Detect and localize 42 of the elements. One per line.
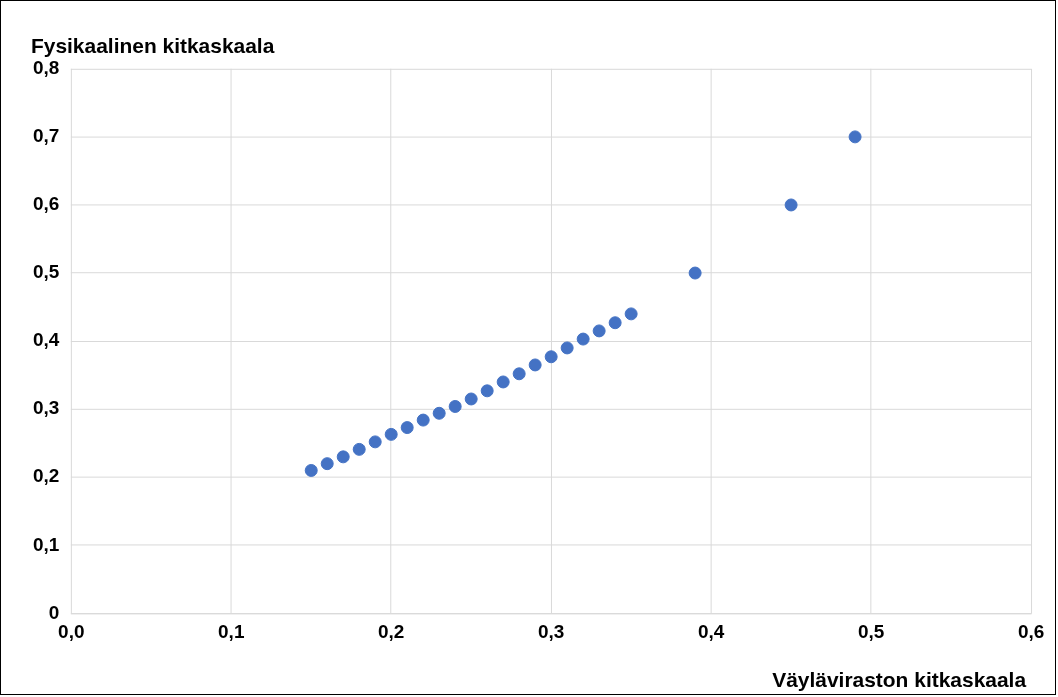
- x-axis-title: Väyläviraston kitkaskaala: [772, 667, 1027, 691]
- x-tick-label: 0,2: [378, 621, 405, 642]
- x-tick-label: 0,5: [857, 621, 885, 642]
- point: [512, 367, 526, 381]
- point: [608, 316, 622, 330]
- y-tick-label: 0,3: [32, 397, 60, 419]
- point: [560, 341, 574, 355]
- point: [464, 392, 478, 406]
- point: [352, 442, 366, 456]
- point: [592, 324, 606, 338]
- point: [400, 421, 414, 435]
- y-tick-label: 0,8: [32, 57, 60, 79]
- y-tick-label: 0,5: [32, 261, 60, 283]
- x-tick-label: 0,0: [58, 621, 85, 642]
- point: [688, 266, 702, 280]
- y-tick-label: 0,7: [32, 125, 60, 147]
- point: [320, 457, 334, 471]
- point: [416, 413, 430, 427]
- x-tick-label: 0,4: [697, 621, 725, 642]
- point: [528, 358, 542, 372]
- y-axis-title: Fysikaalinen kitkaskaala: [30, 33, 275, 57]
- point: [480, 384, 494, 398]
- point: [496, 375, 510, 389]
- point: [848, 130, 862, 144]
- point: [544, 350, 558, 364]
- point: [624, 307, 638, 321]
- point: [432, 406, 446, 420]
- point: [368, 435, 382, 449]
- point: [336, 450, 350, 464]
- y-tick-label: 0,6: [32, 193, 60, 215]
- point: [448, 399, 462, 413]
- point: [304, 463, 318, 477]
- y-tick-label: 0,4: [32, 329, 60, 351]
- y-tick-label: 0,2: [32, 465, 60, 487]
- point: [576, 332, 590, 346]
- y-tick-label: 0: [48, 601, 60, 623]
- point: [384, 427, 398, 441]
- x-tick-label: 0,3: [537, 621, 565, 642]
- x-tick-label: 0,6: [1017, 621, 1045, 642]
- y-tick-label: 0,1: [32, 533, 60, 555]
- x-tick-label: 0,1: [218, 621, 245, 642]
- point: [784, 198, 798, 212]
